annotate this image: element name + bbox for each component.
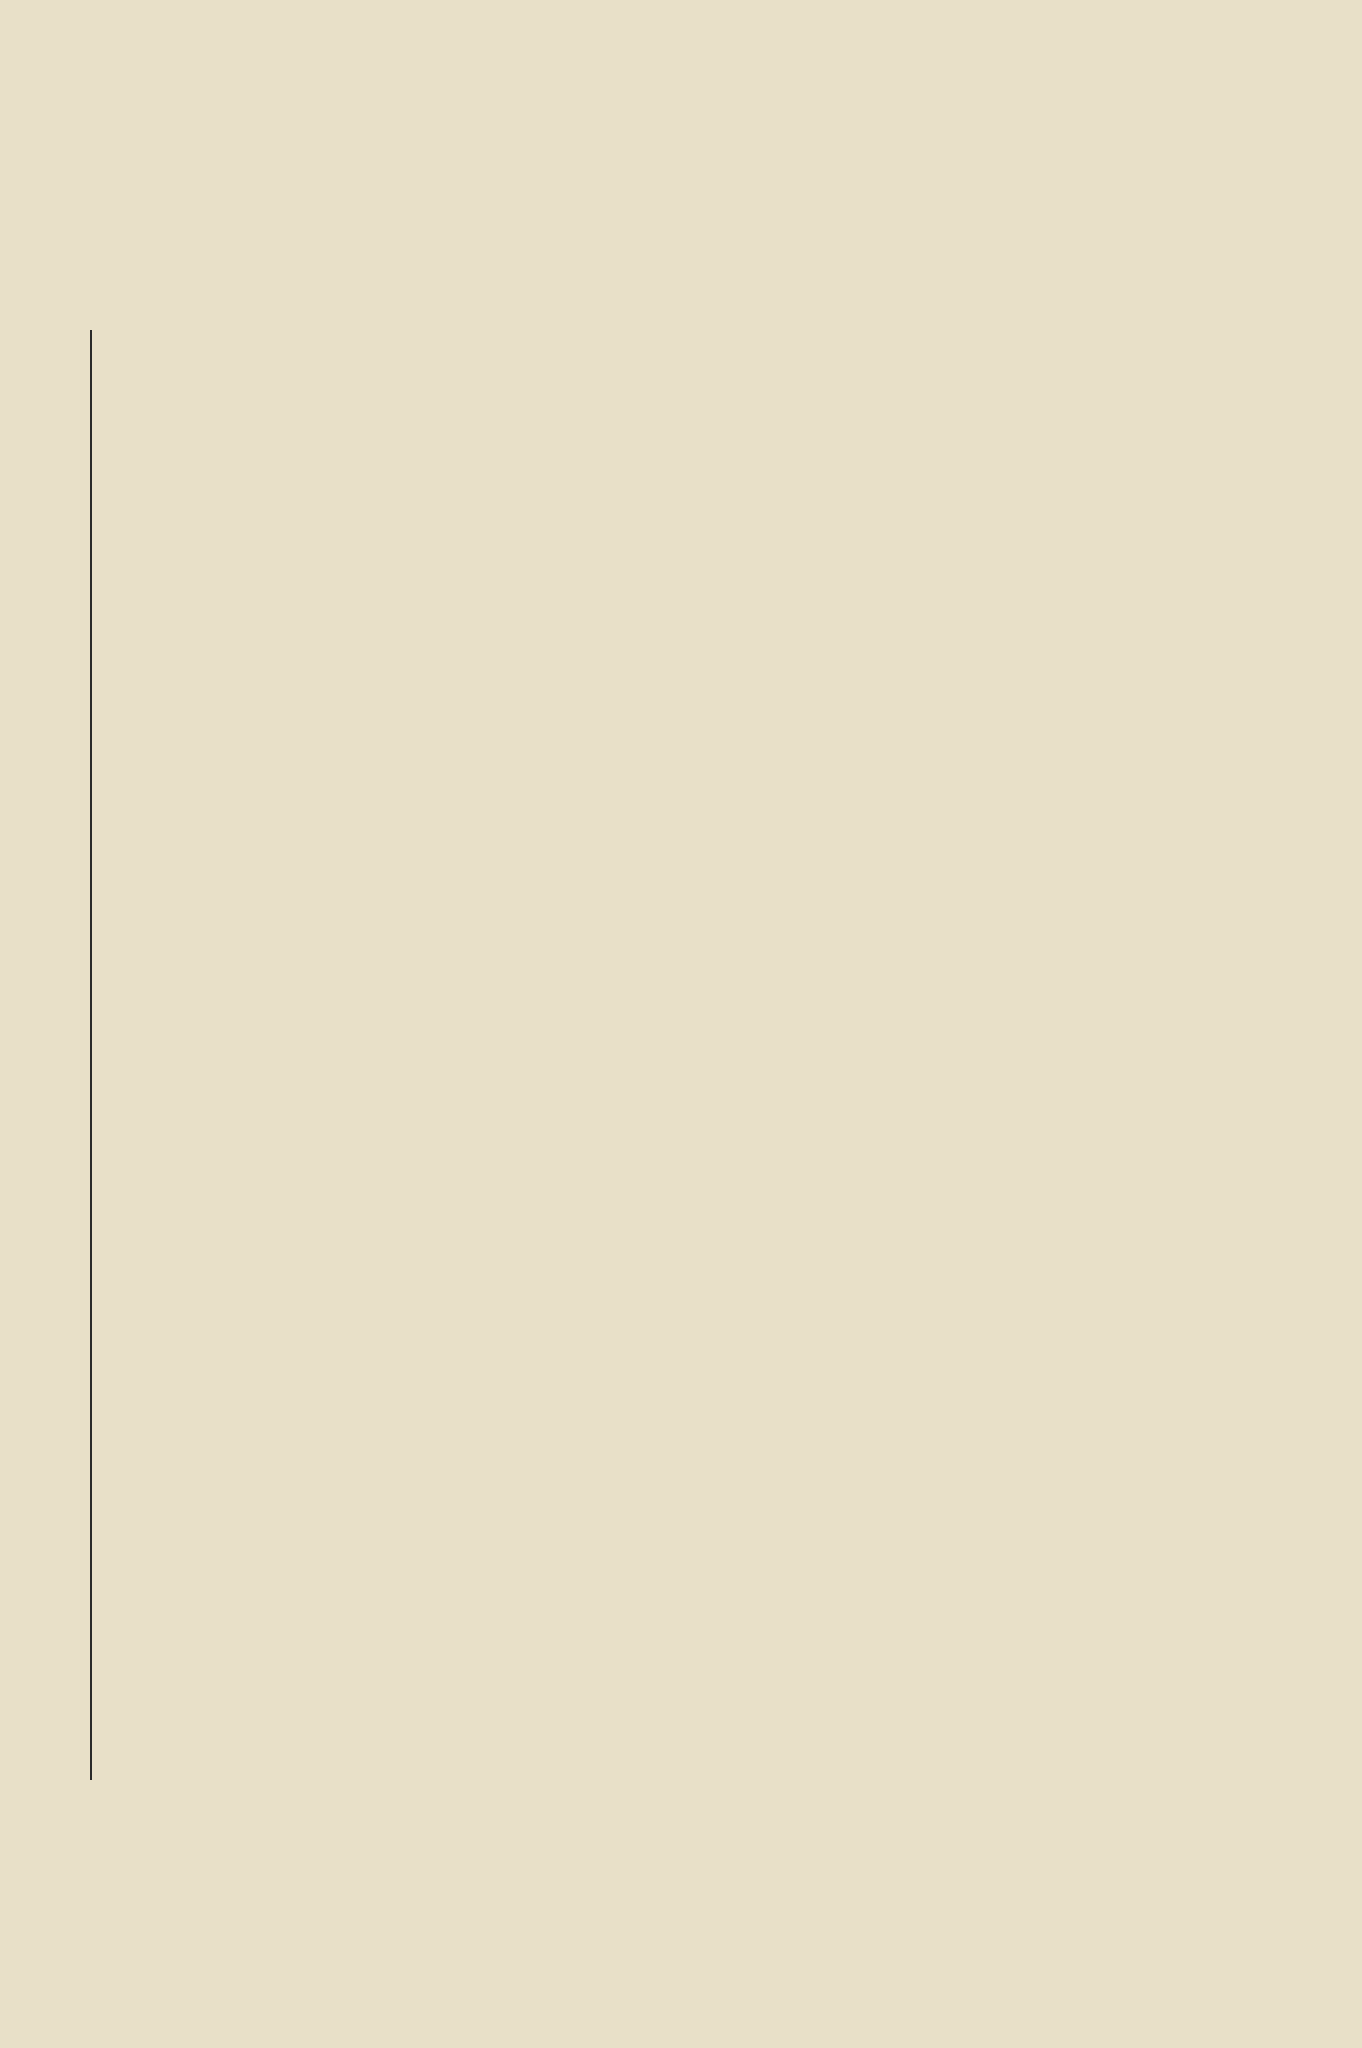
tr-c1: [200, 146, 330, 168]
table-row: [200, 146, 1262, 168]
tr-c4: [720, 282, 1050, 304]
table-row: [200, 180, 1262, 202]
tr-c3: [600, 146, 720, 168]
question-f: [140, 358, 1262, 381]
tr-c1: [200, 248, 330, 270]
amenities-table: [200, 134, 1262, 338]
tr-c5: [1050, 282, 1150, 304]
tr-c4: [720, 214, 1050, 236]
tr-c1: [200, 180, 330, 202]
tr-c2: [330, 316, 600, 338]
tr-c1: [200, 282, 330, 304]
tr-c2: [330, 214, 600, 236]
tr-c5: [1050, 316, 1150, 338]
tr-c2: [330, 180, 600, 202]
tr-c3: [600, 248, 720, 270]
tr-c4: [720, 146, 1050, 168]
tr-c5: [1050, 180, 1150, 202]
tr-c2: [330, 282, 600, 304]
table-row: [200, 282, 1262, 304]
tr-c1: [200, 214, 330, 236]
tr-c4: [720, 248, 1050, 270]
tr-c5: [1050, 146, 1150, 168]
tr-c5: [1050, 214, 1150, 236]
top-instruction: [260, 60, 1262, 94]
tr-c4: [720, 316, 1050, 338]
tr-c3: [600, 180, 720, 202]
tr-c3: [600, 214, 720, 236]
tr-c3: [600, 282, 720, 304]
tr-c1: [200, 316, 330, 338]
tr-c4: [720, 180, 1050, 202]
table-row: [200, 214, 1262, 236]
tr-c2: [330, 248, 600, 270]
table-row: [200, 316, 1262, 338]
tr-c2: [330, 146, 600, 168]
vertical-divider: [90, 330, 92, 1780]
table-row: [200, 248, 1262, 270]
tr-c3: [600, 316, 720, 338]
tr-c5: [1050, 248, 1150, 270]
